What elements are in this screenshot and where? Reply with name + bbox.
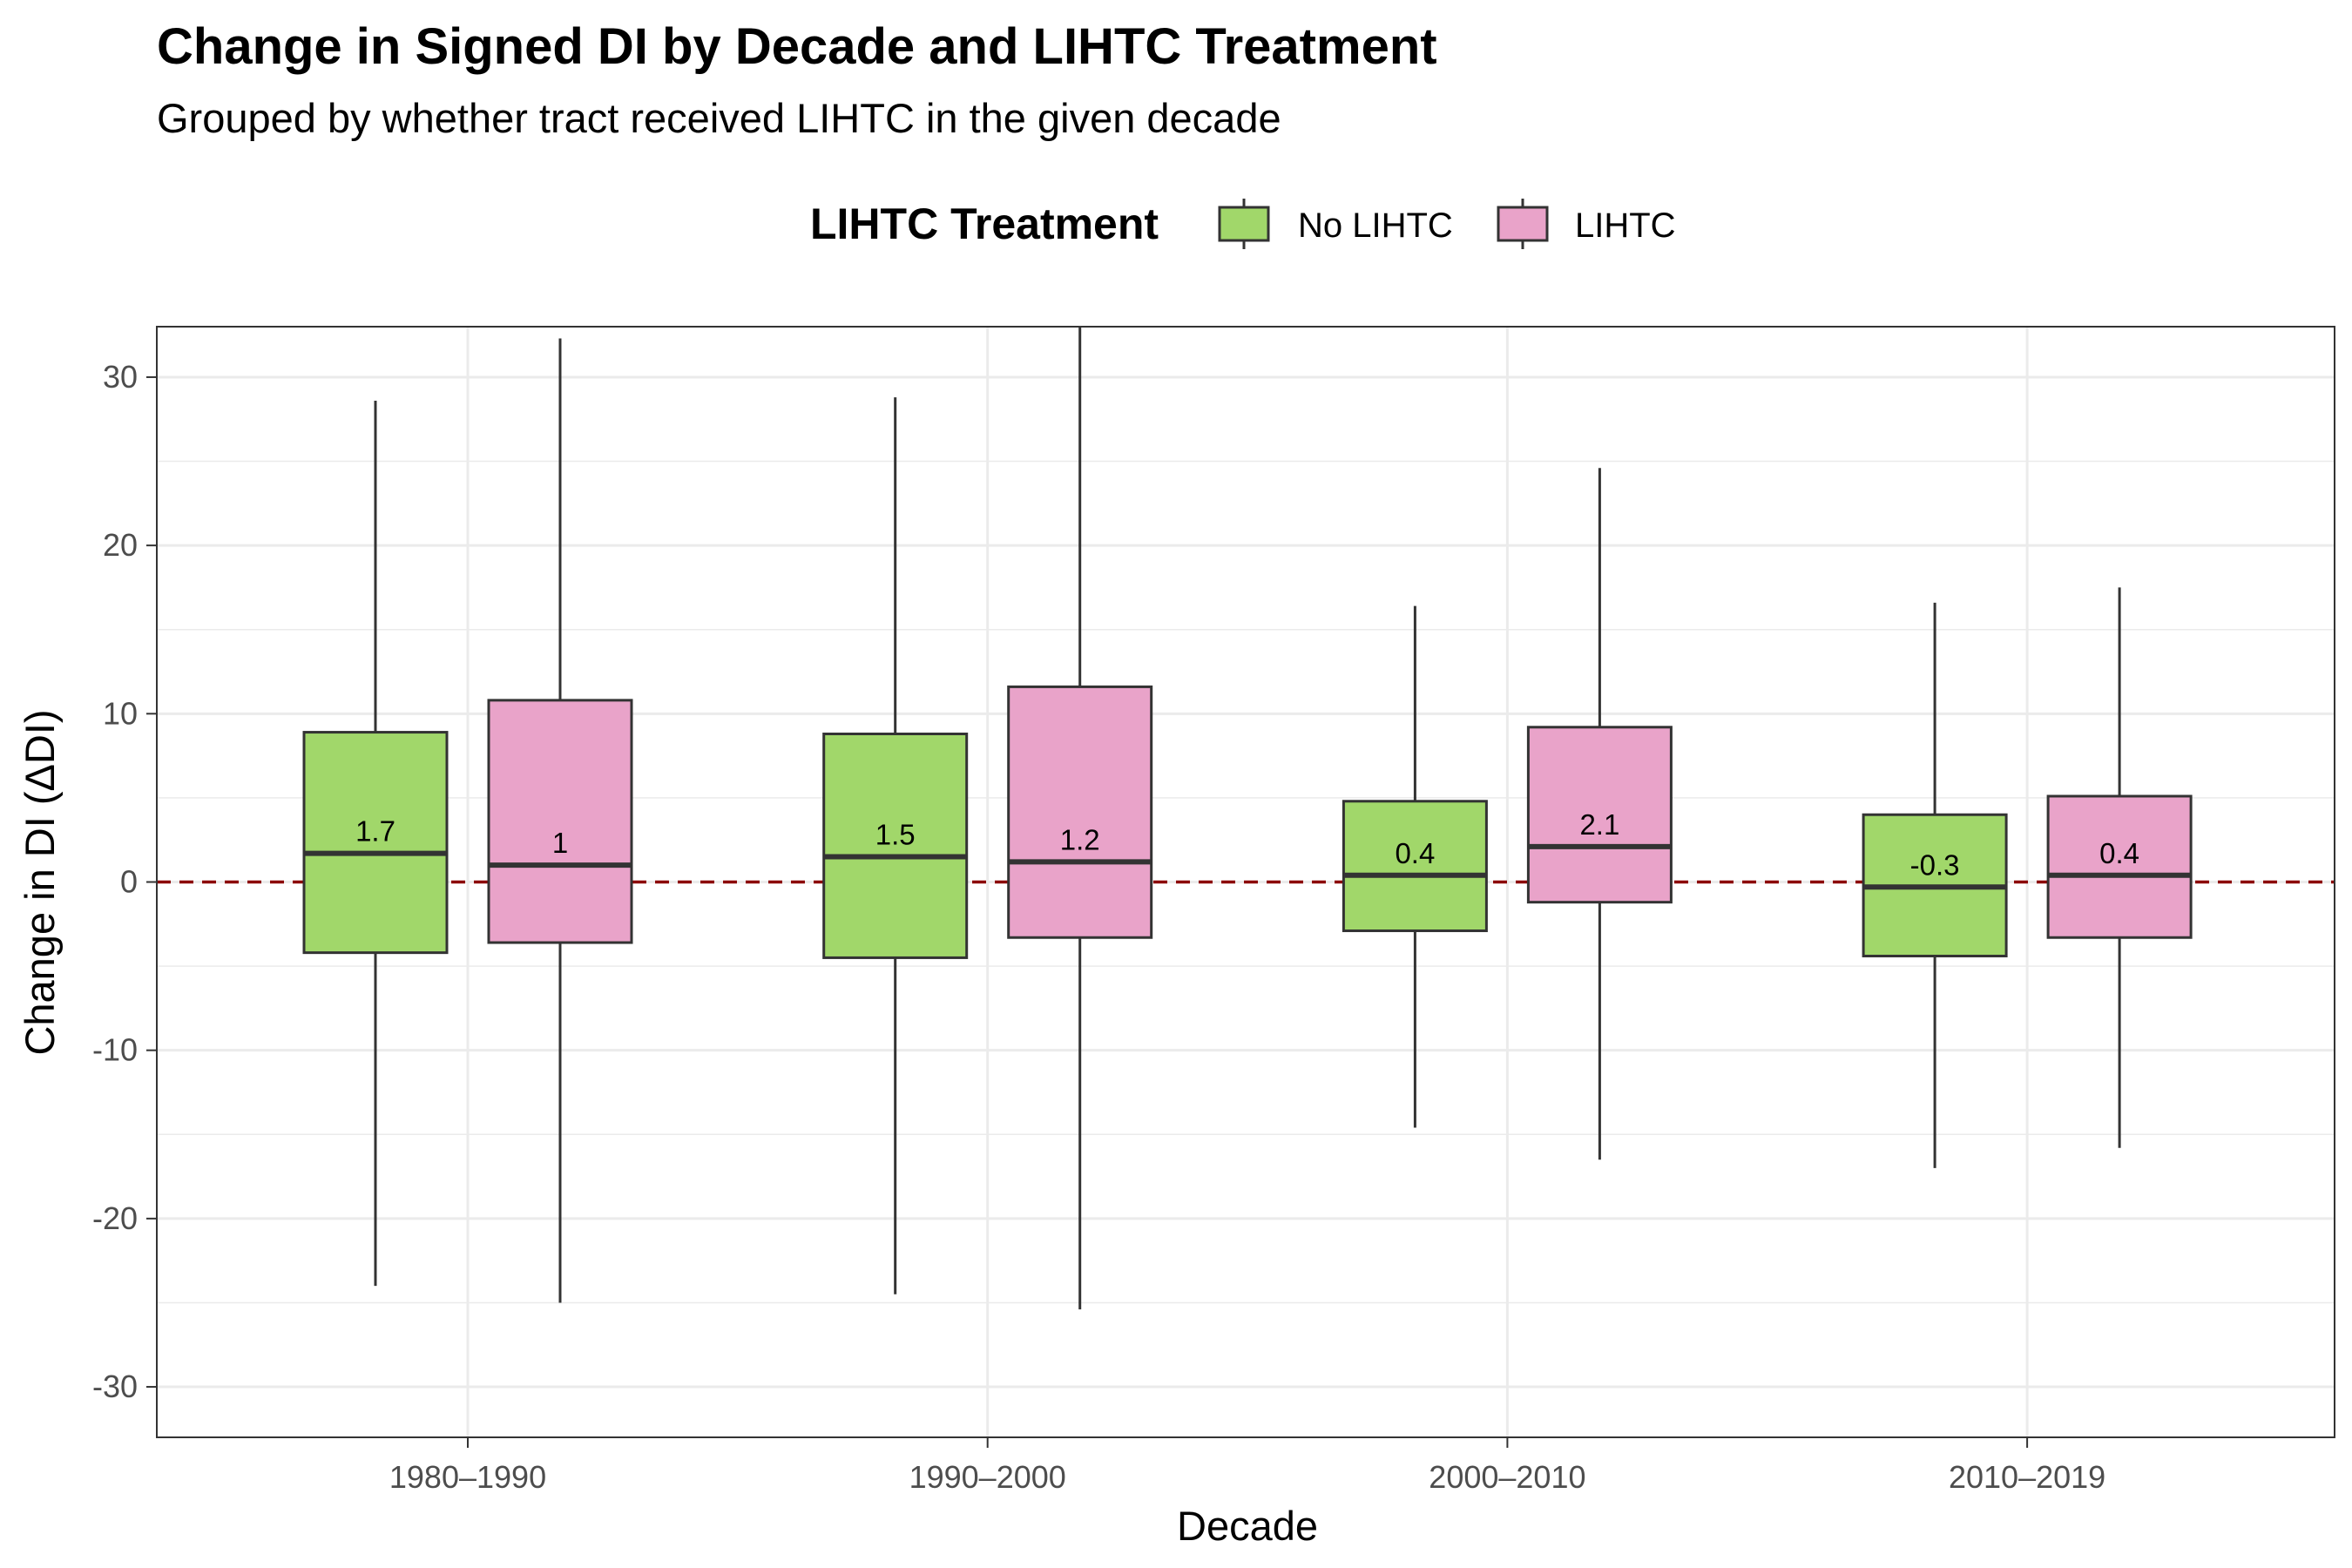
y-axis-title: Change in DI (ΔDI) <box>17 709 63 1055</box>
y-tick-label: -10 <box>92 1032 138 1068</box>
legend-label-lihtc: LIHTC <box>1575 206 1676 245</box>
x-tick-label: 2010–2019 <box>1949 1459 2105 1495</box>
median-label: 1.7 <box>355 815 395 848</box>
median-label: 2.1 <box>1579 808 1619 841</box>
median-label: 1.2 <box>1060 823 1100 855</box>
x-tick-label: 1990–2000 <box>909 1459 1066 1495</box>
box-lihtc: 2.1 <box>1526 468 1673 1160</box>
box-body <box>1007 685 1153 939</box>
box-lihtc: 1.2 <box>1007 327 1153 1310</box>
legend: LIHTC Treatment No LIHTC LIHTC <box>810 199 1676 249</box>
box-no-lihtc: -0.3 <box>1862 602 2008 1168</box>
median-label: 0.4 <box>1395 837 1435 869</box>
box-no-lihtc: 0.4 <box>1342 605 1488 1128</box>
box-lihtc: 0.4 <box>2046 587 2193 1148</box>
median-label: 1 <box>552 827 568 859</box>
box-body <box>822 733 969 959</box>
legend-item-no-lihtc: No LIHTC <box>1218 199 1453 249</box>
box-body <box>487 699 633 944</box>
chart-title: Change in Signed DI by Decade and LIHTC … <box>157 18 1437 75</box>
median-label: 1.5 <box>875 819 916 851</box>
y-tick-label: 10 <box>103 695 138 731</box>
median-label: 0.4 <box>2099 837 2139 869</box>
chart-subtitle: Grouped by whether tract received LIHTC … <box>157 95 1281 141</box>
y-tick-label: -20 <box>92 1200 138 1236</box>
box-body <box>1526 726 1673 904</box>
median-label: -0.3 <box>1910 848 1960 881</box>
x-tick-label: 1980–1990 <box>389 1459 546 1495</box>
x-axis-title: Decade <box>1177 1503 1318 1549</box>
axes: -30 -20 -10 0 10 20 30 1980–1990 1990–2000 2000–2… <box>92 359 2105 1495</box>
legend-key-no-lihtc <box>1218 206 1270 242</box>
y-tick-label: -30 <box>92 1369 138 1404</box>
boxes: 1.7 1.5 0.4 -0.3 1 1.2 2.1 0.4 <box>302 327 2193 1310</box>
box-no-lihtc: 1.5 <box>822 397 969 1294</box>
box-lihtc: 1 <box>487 338 633 1303</box>
legend-key-lihtc <box>1497 206 1549 242</box>
box-no-lihtc: 1.7 <box>302 401 449 1287</box>
legend-label-no-lihtc: No LIHTC <box>1298 206 1453 245</box>
legend-item-lihtc: LIHTC <box>1497 199 1676 249</box>
y-tick-label: 30 <box>103 359 138 395</box>
y-tick-label: 20 <box>103 527 138 563</box>
x-tick-label: 2000–2010 <box>1429 1459 1585 1495</box>
box-body <box>1342 800 1488 933</box>
box-body <box>302 731 449 955</box>
box-body <box>2046 794 2193 939</box>
legend-title: LIHTC Treatment <box>810 199 1159 248</box>
y-tick-label: 0 <box>120 864 138 900</box>
